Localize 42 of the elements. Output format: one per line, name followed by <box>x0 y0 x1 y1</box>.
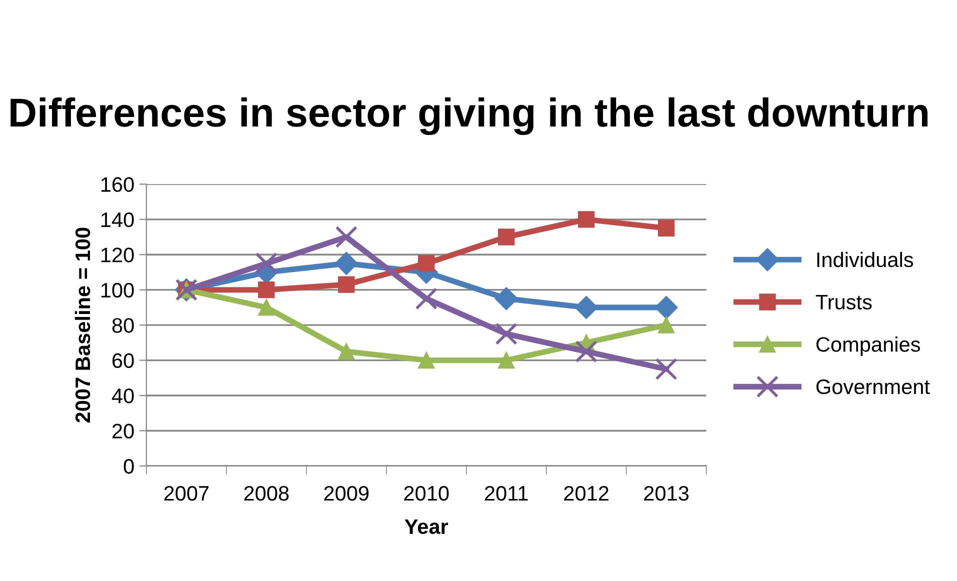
x-tick-label: 2008 <box>244 486 289 501</box>
point <box>655 358 678 380</box>
point <box>338 343 355 360</box>
point <box>258 299 275 316</box>
y-tick-label: 120 <box>101 248 134 262</box>
y-tick-label: 40 <box>112 388 134 404</box>
point <box>495 322 518 345</box>
y-tick-label: 100 <box>101 282 134 298</box>
y-tick-label: 140 <box>101 212 134 228</box>
point <box>338 276 355 293</box>
point <box>498 228 515 246</box>
point <box>578 211 595 228</box>
x-tick-label: 2010 <box>404 486 449 501</box>
legend-label: Individuals <box>817 252 914 268</box>
point <box>334 252 358 275</box>
x-tick-label: 2013 <box>644 486 689 501</box>
point <box>418 352 435 369</box>
point <box>258 282 275 298</box>
x-tick-label: 2012 <box>564 486 608 501</box>
point <box>658 220 675 237</box>
point <box>498 352 515 369</box>
point <box>494 287 518 310</box>
point <box>415 288 438 310</box>
legend-label: Trusts <box>816 294 872 310</box>
point <box>418 255 435 272</box>
x-tick-label: 2009 <box>324 486 369 501</box>
chart-title: Differences in sector giving in the last downturn <box>10 97 928 136</box>
x-tick-label: 2007 <box>164 486 209 501</box>
x-axis-title: Year <box>404 519 448 534</box>
legend-label: Companies <box>816 336 920 356</box>
y-tick-label: 80 <box>112 318 134 333</box>
y-tick-label: 160 <box>101 177 134 192</box>
x-tick-label: 2011 <box>484 486 528 501</box>
legend-label: Government <box>816 379 930 394</box>
y-tick-label: 0 <box>124 458 134 474</box>
point <box>335 226 358 248</box>
y-axis-title: 2007 Baseline = 100 <box>74 228 90 423</box>
point <box>255 252 278 275</box>
y-tick-label: 20 <box>112 424 134 438</box>
point <box>658 316 675 334</box>
point <box>575 340 598 363</box>
y-tick-label: 60 <box>112 353 134 368</box>
